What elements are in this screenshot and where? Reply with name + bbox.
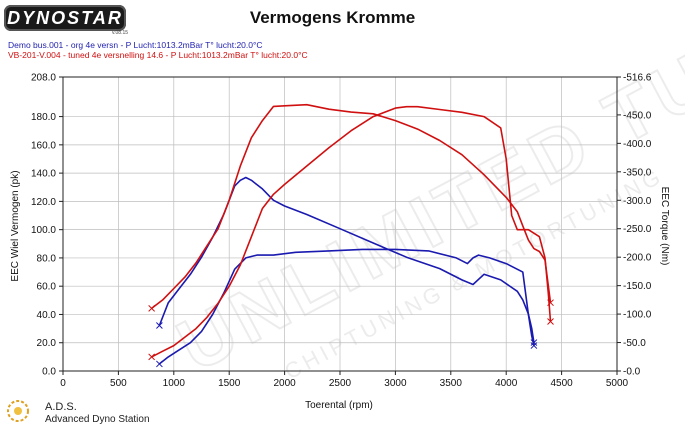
dynostar-logo: DYNOSTAR [4, 5, 126, 31]
ads-subtitle: Advanced Dyno Station [45, 414, 150, 425]
logo-subtext: v.08.15 [112, 30, 129, 36]
ads-title: A.D.S. [45, 401, 77, 413]
y2-tick-label: -250.0 [623, 224, 652, 235]
y-tick-label: 208.0 [31, 73, 56, 84]
x-tick-label: 4000 [495, 378, 518, 389]
y-tick-label: 140.0 [31, 169, 56, 180]
x-tick-label: 1000 [163, 378, 186, 389]
series-endpoint-marker [547, 299, 554, 307]
series-line-2 [151, 105, 552, 358]
y2-tick-label: -516.6 [623, 73, 652, 84]
series-line-3 [151, 103, 552, 310]
x-tick-label: 0 [60, 378, 66, 389]
x-tick-label: 3500 [440, 378, 463, 389]
legend-entry-blue: Demo bus.001 - org 4e versn - P Lucht:10… [8, 40, 263, 50]
x-tick-label: 3000 [384, 378, 407, 389]
y2-tick-label: -50.0 [623, 338, 646, 349]
x-tick-label: 500 [110, 378, 127, 389]
y-tick-label: 120.0 [31, 197, 56, 208]
x-tick-label: 2500 [329, 378, 352, 389]
y-tick-label: 160.0 [31, 140, 56, 151]
series-endpoint-marker [148, 305, 155, 312]
series-endpoint-marker [148, 353, 155, 361]
y2-tick-label: -300.0 [623, 196, 652, 207]
y-tick-label: 40.0 [37, 310, 57, 321]
x-tick-label: 4500 [550, 378, 573, 389]
ads-logo-icon [7, 400, 29, 422]
y-tick-label: 80.0 [37, 253, 57, 264]
y-tick-label: 0.0 [42, 367, 56, 378]
series-line-0 [158, 248, 535, 365]
series-endpoint-marker [156, 360, 163, 368]
y-tick-label: 20.0 [37, 338, 57, 349]
legend-entry-red: VB-201-V.004 - tuned 4e versnelling 14.6… [8, 50, 308, 60]
x-tick-label: 2000 [273, 378, 296, 389]
logo-text: DYNOSTAR [7, 8, 123, 28]
x-tick-label: 1500 [218, 378, 241, 389]
axes: 0 500 1000 1500 2000 2500 3000 3500 4000 4500 5000… [31, 73, 652, 390]
watermark: UNLIMITED TUNING CHIPTUNING & MOTORTUNIN… [163, 0, 685, 388]
y2-tick-label: -150.0 [623, 281, 652, 292]
x-axis-label: Toerental (rpm) [305, 400, 373, 411]
series-line-1 [158, 176, 535, 343]
y2-axis-label: EEC Torque (Nm) [659, 187, 670, 266]
x-tick-label: 5000 [606, 378, 629, 389]
y2-tick-label: -0.0 [623, 367, 641, 378]
y2-tick-label: -400.0 [623, 139, 652, 150]
y-tick-label: 60.0 [37, 282, 57, 293]
series-endpoint-marker [547, 318, 554, 325]
chart-title: Vermogens Kromme [249, 8, 416, 27]
series-endpoint-marker [530, 339, 538, 346]
y2-tick-label: -200.0 [623, 253, 652, 264]
series-layer [148, 103, 554, 368]
y2-tick-label: -100.0 [623, 310, 652, 321]
series-endpoint-marker [530, 342, 538, 349]
y-axis-label: EEC Wiel Vermogen (pk) [10, 170, 21, 281]
series-endpoint-marker [156, 322, 163, 329]
y2-tick-label: -350.0 [623, 167, 652, 178]
y-tick-label: 100.0 [31, 225, 56, 236]
y2-tick-label: -450.0 [623, 110, 652, 121]
y-tick-label: 180.0 [31, 112, 56, 123]
